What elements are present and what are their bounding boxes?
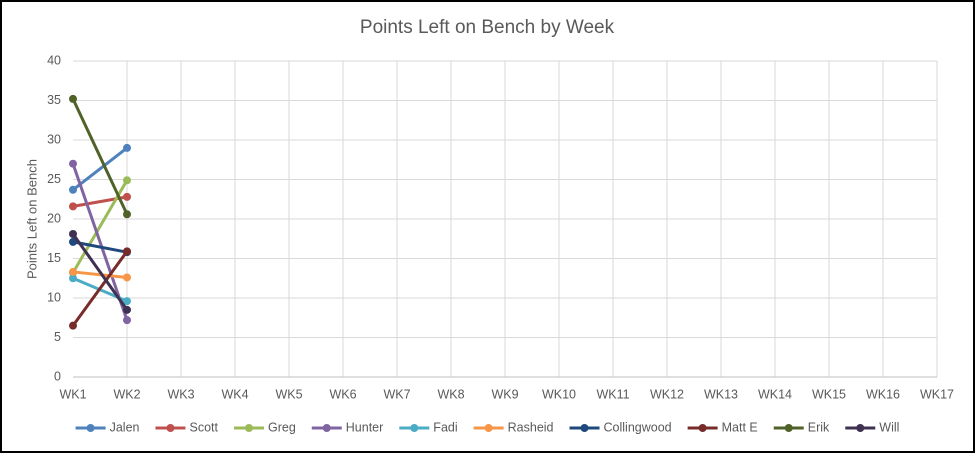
- y-tick-label: 35: [47, 93, 61, 107]
- legend-label: Erik: [808, 420, 830, 434]
- legend-marker: [698, 424, 707, 432]
- legend-label: Collingwood: [604, 420, 672, 434]
- data-point: [123, 247, 131, 256]
- x-tick-label: WK17: [920, 387, 954, 401]
- legend-marker: [784, 424, 793, 432]
- series-line: [72, 240, 128, 254]
- legend-marker: [86, 424, 95, 432]
- y-tick-label: 30: [47, 132, 61, 146]
- x-tick-label: WK10: [542, 387, 576, 401]
- x-tick-label: WK5: [275, 387, 302, 401]
- legend-label: Scott: [189, 420, 218, 434]
- data-point: [123, 305, 131, 314]
- x-tick-label: WK16: [866, 387, 900, 401]
- x-tick-label: WK14: [758, 387, 792, 401]
- y-tick-label: 20: [47, 211, 61, 225]
- legend-marker: [484, 424, 493, 432]
- y-tick-label: 5: [54, 330, 61, 344]
- y-tick-label: 0: [54, 369, 61, 383]
- data-point: [69, 267, 77, 276]
- data-point: [69, 185, 77, 194]
- legend-label: Rasheid: [508, 420, 554, 434]
- series-line: [71, 163, 129, 321]
- y-tick-label: 10: [47, 290, 61, 304]
- legend-marker: [580, 424, 589, 432]
- data-point: [69, 237, 77, 246]
- data-point: [123, 297, 131, 306]
- legend-marker: [244, 424, 253, 432]
- x-tick-label: WK3: [167, 387, 194, 401]
- legend-label: Will: [879, 420, 899, 434]
- series-line: [71, 98, 129, 215]
- series-line: [72, 270, 128, 279]
- data-point: [123, 192, 131, 201]
- y-tick-label: 15: [47, 251, 61, 265]
- legend-label: Jalen: [110, 420, 140, 434]
- legend: Jalen Scott Greg Hunter Fadi Rasheid Collingwo…: [75, 420, 899, 434]
- data-point: [69, 230, 77, 239]
- legend-label: Greg: [268, 420, 296, 434]
- x-tick-label: WK1: [59, 387, 86, 401]
- x-tick-label: WK7: [383, 387, 410, 401]
- x-tick-label: WK15: [812, 387, 846, 401]
- x-tick-label: WK13: [704, 387, 738, 401]
- x-tick-label: WK12: [650, 387, 684, 401]
- data-point: [123, 143, 131, 152]
- legend-marker: [322, 424, 331, 432]
- x-tick-label: WK8: [437, 387, 464, 401]
- legend-marker: [166, 424, 175, 432]
- data-point: [69, 321, 77, 330]
- legend-marker: [410, 424, 419, 432]
- series-line: [72, 146, 128, 191]
- legend-label: Fadi: [433, 420, 457, 434]
- x-tick-label: WK4: [221, 387, 248, 401]
- x-tick-label: WK11: [596, 387, 629, 401]
- chart-title: Points Left on Bench by Week: [360, 17, 615, 38]
- y-axis-label: Points Left on Bench: [24, 159, 39, 279]
- data-point: [69, 274, 77, 283]
- y-tick-label: 40: [47, 53, 61, 67]
- series-line: [71, 250, 129, 327]
- x-tick-label: WK9: [491, 387, 518, 401]
- legend-marker: [856, 424, 865, 432]
- series-line: [71, 233, 129, 311]
- legend-label: Matt E: [722, 420, 758, 434]
- data-point: [123, 176, 131, 185]
- data-point: [69, 202, 77, 211]
- y-tick-label: 25: [47, 172, 61, 186]
- x-tick-label: WK6: [329, 387, 356, 401]
- data-point: [123, 210, 131, 219]
- data-point: [123, 316, 131, 325]
- data-point: [123, 273, 131, 282]
- x-tick-label: WK2: [113, 387, 140, 401]
- data-point: [69, 94, 77, 103]
- data-point: [69, 159, 77, 168]
- legend-label: Hunter: [346, 420, 384, 434]
